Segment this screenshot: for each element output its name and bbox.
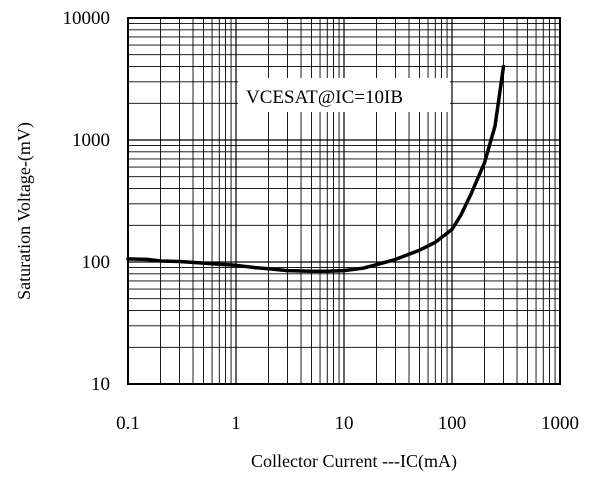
x-axis-title: Collector Current ---IC(mA): [251, 451, 457, 472]
series-line-vcesat: [126, 64, 506, 273]
grid-lines: [127, 18, 560, 385]
y-tick-label: 10: [91, 374, 110, 395]
annotation-box: [238, 78, 450, 112]
x-tick-label: 1000: [541, 413, 579, 434]
x-tick-label: 1: [231, 413, 241, 434]
plot-frame: [127, 17, 561, 385]
y-tick-labels: 10 100 1000 10000: [63, 8, 111, 395]
annotation-label: VCESAT@IC=10IB: [246, 87, 403, 108]
x-tick-labels: 0.1 1 10 100 1000: [116, 413, 579, 434]
y-tick-label: 100: [82, 252, 111, 273]
y-tick-label: 1000: [72, 130, 110, 151]
x-tick-label: 0.1: [116, 413, 140, 434]
x-tick-label: 100: [438, 413, 467, 434]
y-axis-title: Saturation Voltage-(mV): [14, 122, 35, 300]
x-tick-label: 10: [335, 413, 354, 434]
y-tick-label: 10000: [63, 8, 111, 29]
